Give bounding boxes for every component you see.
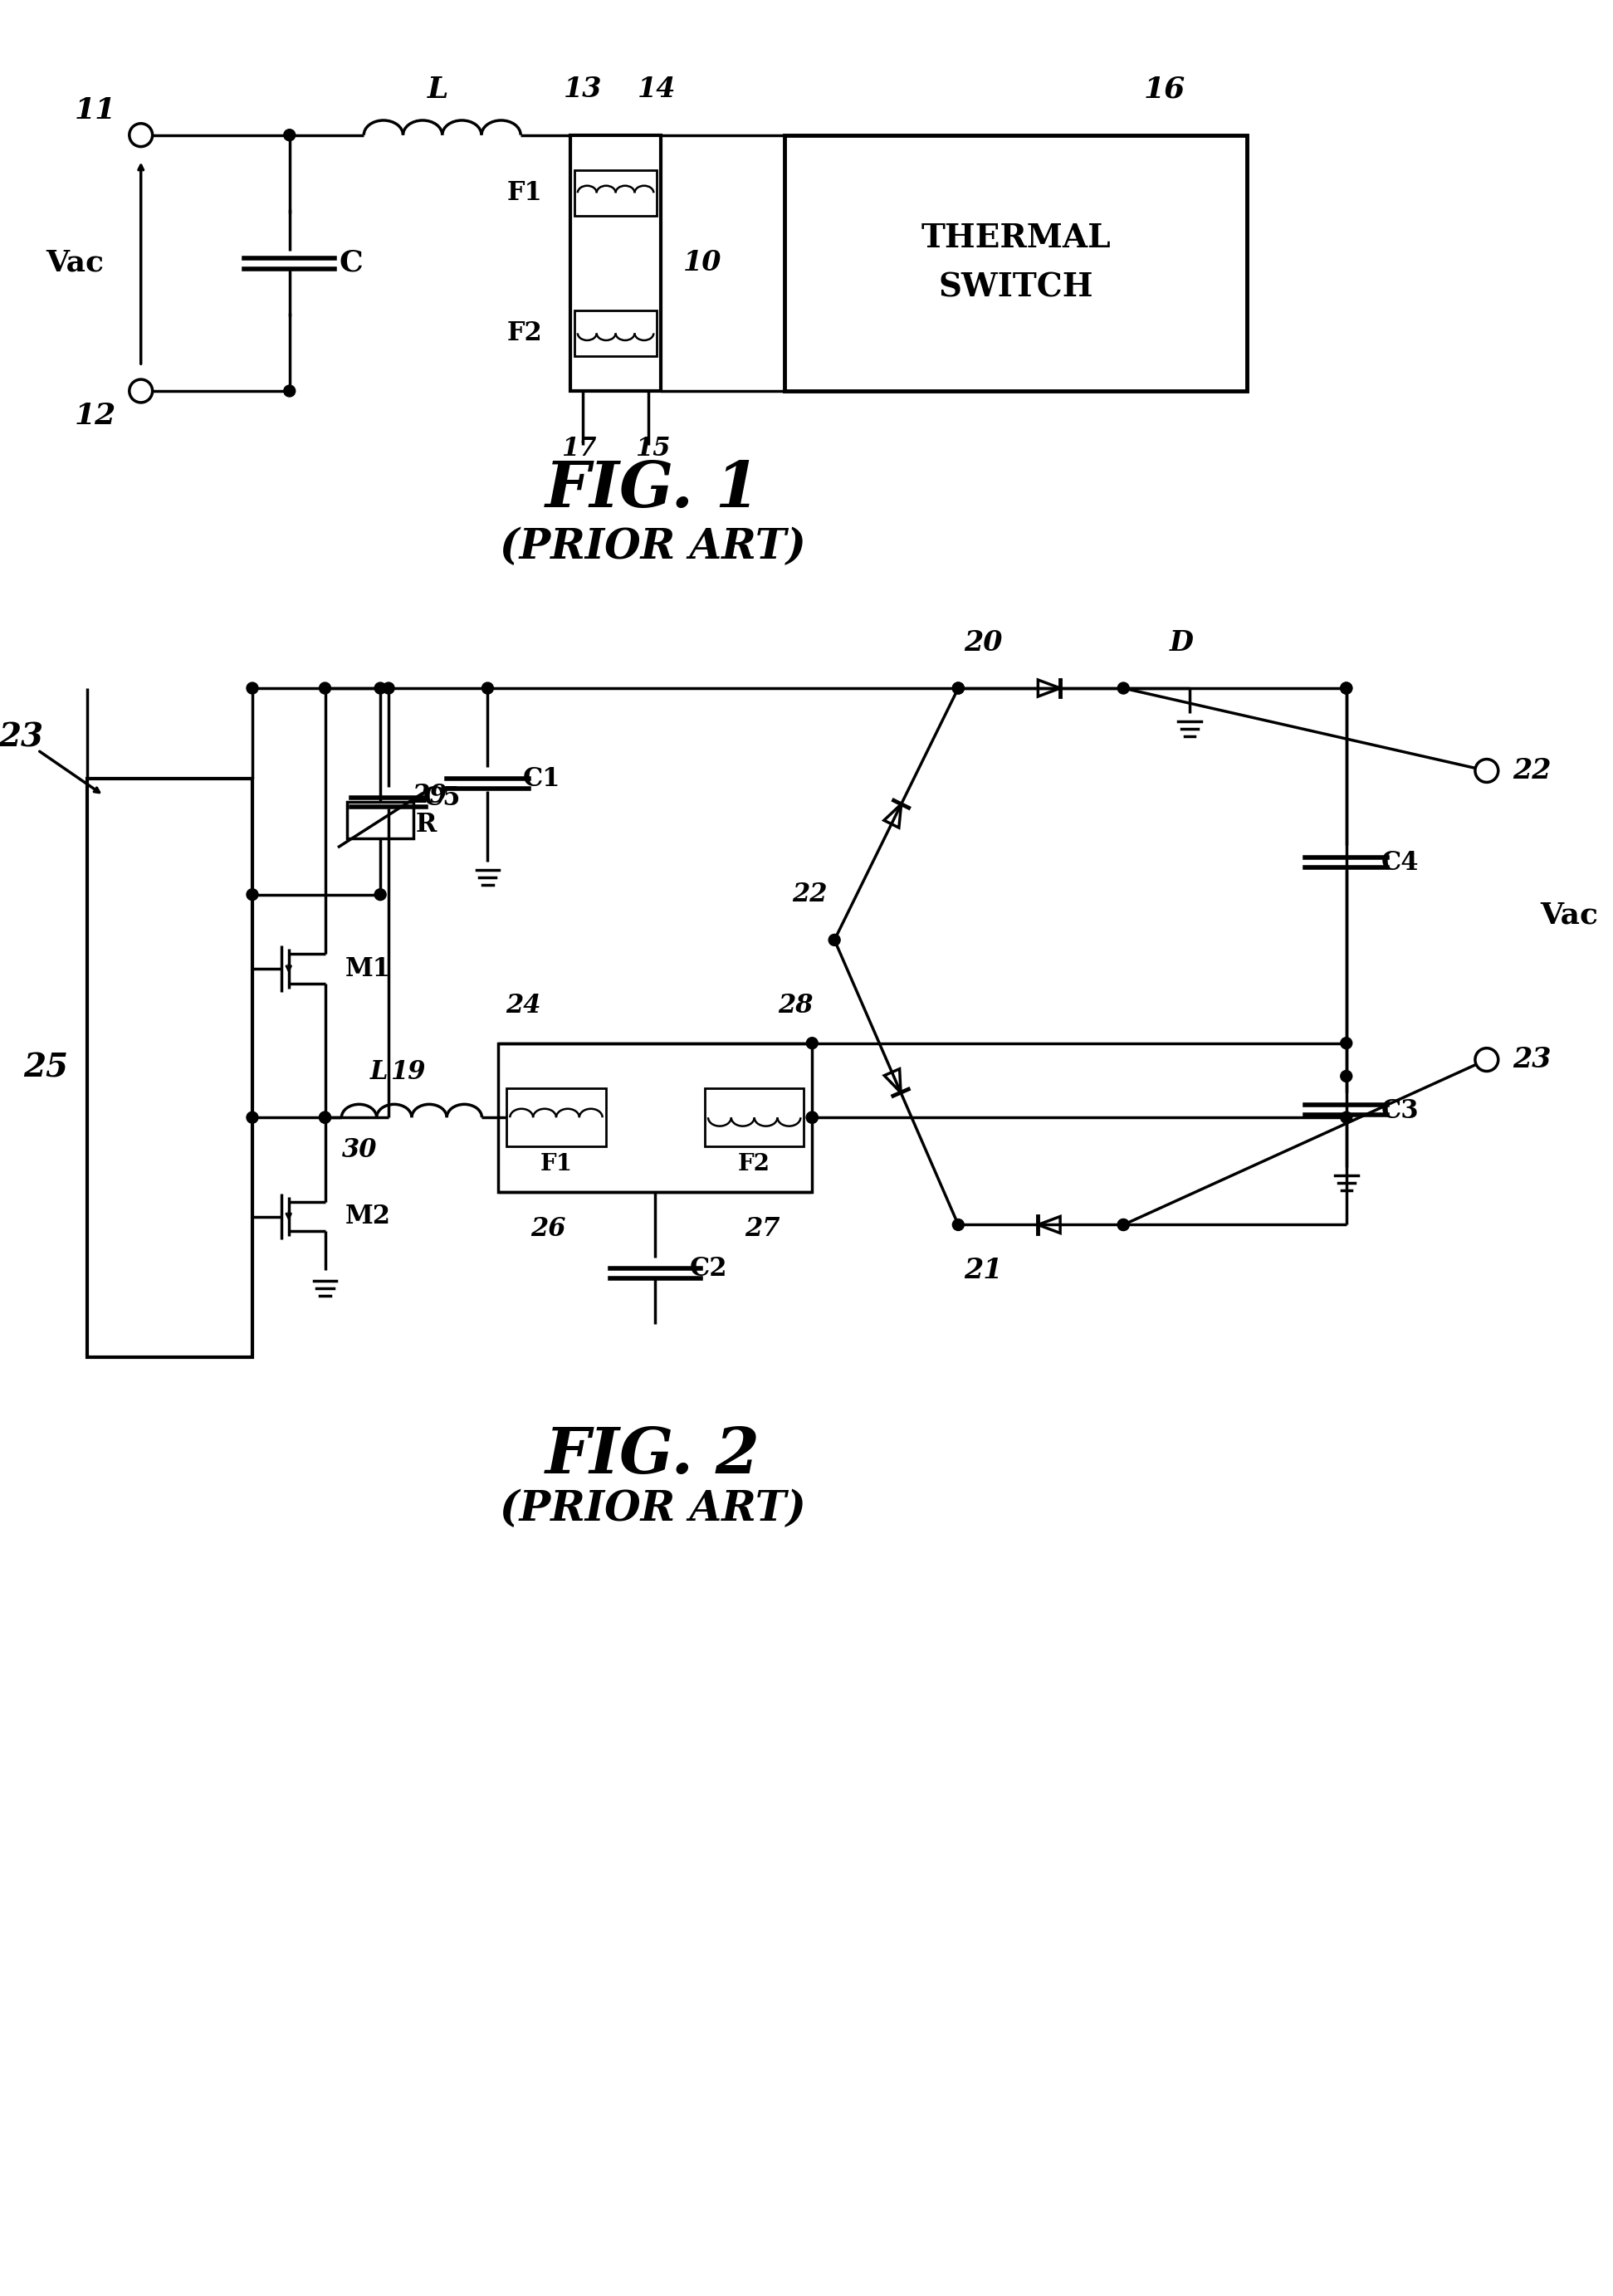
Text: R: R — [415, 810, 436, 838]
Bar — [574, 170, 656, 216]
Text: F1: F1 — [540, 1153, 573, 1176]
Bar — [87, 778, 252, 1357]
Circle shape — [1118, 1219, 1129, 1231]
Circle shape — [374, 889, 386, 900]
Text: 20: 20 — [963, 629, 1002, 657]
Text: 22: 22 — [1513, 758, 1552, 785]
Text: 30: 30 — [342, 1137, 377, 1164]
Bar — [705, 1088, 803, 1146]
Circle shape — [374, 682, 386, 693]
Circle shape — [829, 934, 840, 946]
Text: (PRIOR ART): (PRIOR ART) — [500, 528, 806, 567]
Text: 29: 29 — [413, 783, 447, 808]
Text: 17: 17 — [561, 436, 597, 461]
Circle shape — [953, 1219, 965, 1231]
Text: 28: 28 — [777, 994, 813, 1019]
Text: 22: 22 — [792, 882, 827, 907]
Circle shape — [247, 682, 258, 693]
Text: 24: 24 — [505, 994, 540, 1019]
Circle shape — [1118, 682, 1129, 693]
Text: F1: F1 — [506, 179, 542, 207]
Text: THERMAL: THERMAL — [921, 223, 1111, 255]
Bar — [574, 310, 656, 356]
Text: M1: M1 — [345, 955, 390, 983]
Text: 25: 25 — [24, 1052, 68, 1084]
Circle shape — [319, 1111, 331, 1123]
Circle shape — [806, 1111, 818, 1123]
Text: L: L — [369, 1058, 387, 1086]
Text: 23: 23 — [1513, 1047, 1552, 1072]
Circle shape — [129, 124, 153, 147]
Text: M2: M2 — [345, 1203, 390, 1228]
Text: C4: C4 — [1381, 850, 1419, 877]
Circle shape — [129, 379, 153, 402]
Text: 23: 23 — [0, 721, 44, 753]
Bar — [786, 135, 1247, 390]
Circle shape — [1476, 1047, 1498, 1072]
Circle shape — [1340, 1038, 1352, 1049]
Text: 19: 19 — [390, 1058, 426, 1086]
Text: FIG. 2: FIG. 2 — [545, 1426, 760, 1486]
Text: F2: F2 — [739, 1153, 771, 1176]
Text: 27: 27 — [745, 1217, 781, 1242]
Text: (PRIOR ART): (PRIOR ART) — [500, 1490, 806, 1529]
Circle shape — [247, 1111, 258, 1123]
Text: 21: 21 — [963, 1256, 1002, 1283]
Bar — [347, 801, 413, 838]
Text: C2: C2 — [690, 1256, 727, 1281]
Circle shape — [382, 682, 394, 693]
Circle shape — [1340, 1070, 1352, 1081]
Bar — [571, 135, 661, 390]
Text: 15: 15 — [636, 436, 671, 461]
Bar — [498, 1042, 811, 1192]
Circle shape — [319, 682, 331, 693]
Text: C3: C3 — [1381, 1097, 1419, 1123]
Text: 10: 10 — [682, 250, 721, 278]
Circle shape — [953, 682, 965, 693]
Circle shape — [806, 1038, 818, 1049]
Circle shape — [284, 386, 295, 397]
Circle shape — [1340, 1111, 1352, 1123]
Text: Vac: Vac — [45, 248, 103, 278]
Circle shape — [806, 1111, 818, 1123]
Circle shape — [1118, 1219, 1129, 1231]
Circle shape — [1340, 682, 1352, 693]
Circle shape — [482, 682, 494, 693]
Circle shape — [1476, 760, 1498, 783]
Text: 14: 14 — [637, 76, 676, 103]
Text: F2: F2 — [506, 321, 542, 347]
Circle shape — [284, 129, 295, 140]
Text: FIG. 1: FIG. 1 — [545, 459, 760, 521]
Text: 26: 26 — [531, 1217, 566, 1242]
Bar — [506, 1088, 606, 1146]
Text: C1: C1 — [523, 767, 560, 792]
Circle shape — [953, 682, 965, 693]
Text: 11: 11 — [74, 96, 116, 124]
Text: C: C — [339, 248, 363, 278]
Circle shape — [247, 889, 258, 900]
Text: 13: 13 — [563, 76, 602, 103]
Circle shape — [1340, 682, 1352, 693]
Text: 16: 16 — [1144, 76, 1186, 103]
Circle shape — [319, 1111, 331, 1123]
Text: C5: C5 — [424, 785, 461, 810]
Text: Vac: Vac — [1540, 900, 1598, 930]
Text: D: D — [1169, 629, 1194, 657]
Text: 12: 12 — [74, 402, 116, 429]
Text: SWITCH: SWITCH — [939, 271, 1094, 303]
Text: L: L — [427, 76, 448, 103]
